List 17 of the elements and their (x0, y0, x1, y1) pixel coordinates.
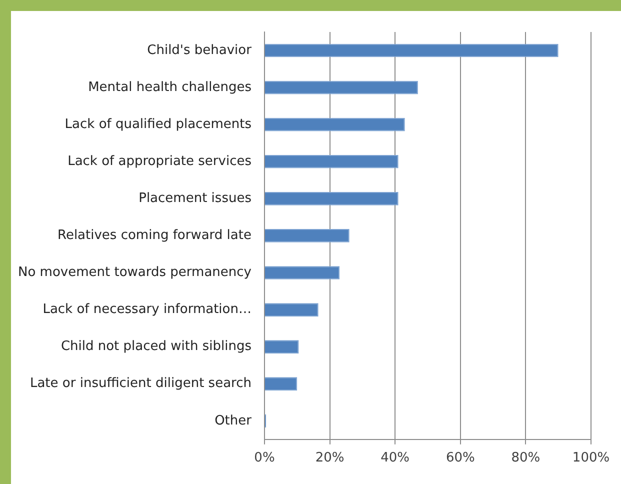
y-tick-label: Lack of appropriate services (68, 154, 252, 169)
y-tick-label: No movement towards permanency (18, 265, 252, 280)
y-tick-label: Placement issues (138, 191, 252, 206)
x-tick-label: 80% (511, 450, 540, 466)
y-tick-label: Child's behavior (147, 42, 252, 58)
y-tick-label: Late or insufficient diligent search (30, 376, 252, 392)
x-tick-label: 0% (254, 450, 275, 466)
y-tick-label: Other (214, 413, 252, 428)
y-tick-label: Mental health challenges (88, 80, 252, 95)
x-tick-label: 40% (380, 450, 410, 466)
x-tick-label: 20% (315, 450, 344, 466)
y-tick-label: Lack of qualified placements (64, 116, 252, 132)
x-tick-label: 100% (572, 450, 610, 466)
y-tick-label: Relatives coming forward late (58, 228, 252, 244)
y-tick-label: Child not placed with siblings (60, 339, 252, 354)
x-tick-label: 60% (446, 450, 475, 466)
y-tick-label: Lack of necessary information… (42, 302, 252, 318)
